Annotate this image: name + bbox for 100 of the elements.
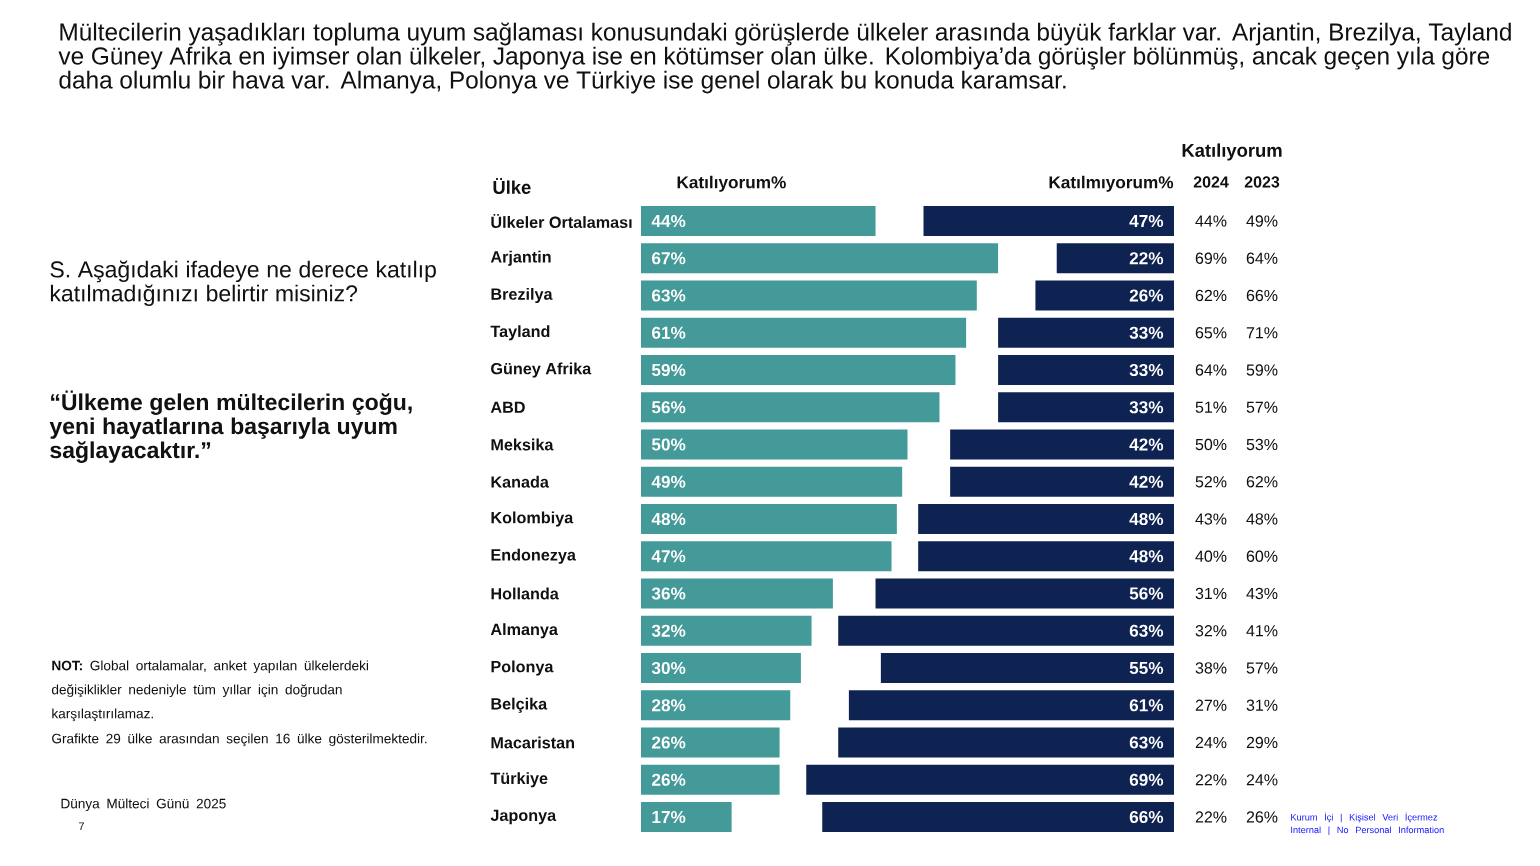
bar bbox=[918, 504, 1174, 534]
bar bbox=[880, 653, 1174, 683]
bar bbox=[641, 317, 967, 348]
text: 26% bbox=[1246, 811, 1278, 823]
text: 32% bbox=[1195, 625, 1227, 637]
text: 48% bbox=[1246, 513, 1278, 525]
text: 71% bbox=[1246, 327, 1278, 339]
data-label: 26% bbox=[1129, 289, 1164, 302]
bar bbox=[641, 429, 908, 460]
data-label: 69% bbox=[1129, 773, 1164, 786]
bar bbox=[641, 466, 903, 497]
text: 40% bbox=[1195, 550, 1227, 562]
data-label: 48% bbox=[1129, 550, 1164, 563]
data-label: 44% bbox=[651, 214, 686, 228]
data-label: 63% bbox=[1129, 624, 1164, 637]
bar bbox=[848, 690, 1174, 721]
bar bbox=[641, 578, 833, 609]
data-label: 30% bbox=[651, 661, 686, 675]
data-label: 56% bbox=[1129, 587, 1164, 600]
y-tick-label: Almanya bbox=[490, 623, 559, 639]
text: 22% bbox=[1195, 811, 1227, 823]
data-label: 47% bbox=[651, 550, 686, 563]
data-label: 33% bbox=[1129, 363, 1164, 377]
text: 57% bbox=[1246, 662, 1278, 674]
text: 2024 bbox=[1193, 176, 1229, 188]
text: 62% bbox=[1195, 289, 1227, 302]
data-label: 33% bbox=[1129, 326, 1164, 339]
series-label: Katılmıyorum% bbox=[1049, 175, 1174, 192]
bar bbox=[641, 541, 892, 572]
text: NOT: Global ortalamalar, anket yapılan ülkelerdeki değişiklikler nedeniyle tüm yıllar için doğrudan karşılaştırılamaz. bbox=[51, 660, 368, 722]
text: 38% bbox=[1195, 662, 1227, 674]
data-label: 56% bbox=[651, 401, 686, 414]
y-axis-title: Ülke bbox=[493, 178, 531, 194]
text: Grafikte 29 ülke arasından seçilen 16 ülke gösterilmektedir. bbox=[52, 733, 427, 747]
bar bbox=[641, 615, 812, 646]
text: “Ülkeme gelen mültecilerin çoğu, yeni hayatlarına başarıyla uyum sağlayacaktır.” bbox=[49, 390, 412, 463]
data-label: 63% bbox=[1129, 736, 1164, 749]
text: 59% bbox=[1246, 364, 1278, 376]
text: 44% bbox=[1195, 215, 1227, 227]
text: 69% bbox=[1195, 252, 1227, 264]
bar bbox=[950, 466, 1174, 497]
data-label: 22% bbox=[1129, 252, 1164, 265]
text: 60% bbox=[1246, 550, 1278, 562]
bar bbox=[641, 206, 876, 236]
bar bbox=[838, 615, 1174, 646]
text: 66% bbox=[1246, 289, 1278, 302]
text: 7 bbox=[78, 822, 84, 830]
text: Internal | No Personal Information bbox=[1291, 826, 1444, 836]
data-label: 63% bbox=[652, 289, 686, 302]
text: 22% bbox=[1195, 774, 1227, 786]
y-tick-label: Kolombiya bbox=[491, 511, 574, 527]
text: 50% bbox=[1195, 438, 1227, 451]
text: 49% bbox=[1246, 215, 1278, 227]
data-label: 66% bbox=[1129, 810, 1164, 824]
text: 52% bbox=[1195, 476, 1227, 488]
y-tick-label: Arjantin bbox=[490, 250, 551, 266]
bar bbox=[822, 802, 1174, 832]
data-label: 61% bbox=[1129, 699, 1164, 712]
y-tick-label: Güney Afrika bbox=[491, 362, 592, 378]
text: S. Aşağıdaki ifadeye ne derece katılıp katılmadığınızı belirtir misiniz? bbox=[50, 260, 436, 307]
text: 43% bbox=[1246, 587, 1278, 600]
bar bbox=[1056, 243, 1174, 274]
chart-title: Mültecilerin yaşadıkları topluma uyum sağlaması konusundaki görüşlerde ülkeler arasında büyük farklar var. Arjantin, Brezilya, Tayland ve Güney Afrika en iyimser olan ülkeler, Japonya ise en kötümser olan ülke. Kolombiya’da görüşler bölünmüş, ancak geçen yıla göre daha olumlu bir hava var. Almanya, Polonya ve Türkiye ise genel olarak bu konuda karamsar. bbox=[58, 22, 1511, 94]
y-tick-label: Tayland bbox=[490, 325, 550, 341]
bar bbox=[950, 429, 1174, 460]
series-label: Katılıyorum% bbox=[677, 175, 786, 192]
bar bbox=[641, 243, 999, 274]
data-label: 59% bbox=[651, 363, 686, 377]
data-label: 26% bbox=[652, 773, 686, 786]
text: 62% bbox=[1246, 476, 1278, 488]
text: 31% bbox=[1246, 699, 1278, 711]
data-label: 49% bbox=[651, 475, 686, 488]
data-label: 47% bbox=[1129, 214, 1164, 228]
data-label: 48% bbox=[1129, 512, 1164, 526]
text: 31% bbox=[1195, 587, 1227, 600]
text: 57% bbox=[1246, 401, 1278, 413]
text: Dünya Mülteci Günü 2025 bbox=[61, 798, 226, 812]
text: 51% bbox=[1195, 401, 1227, 413]
data-label: 36% bbox=[651, 587, 686, 600]
bar bbox=[838, 727, 1174, 758]
text: 24% bbox=[1195, 736, 1227, 749]
y-tick-label: Türkiye bbox=[490, 772, 548, 788]
bar bbox=[641, 690, 791, 721]
y-tick-label: Japonya bbox=[490, 809, 557, 825]
bar bbox=[875, 578, 1174, 609]
bar bbox=[998, 317, 1174, 348]
text: 29% bbox=[1246, 736, 1278, 749]
bar bbox=[918, 541, 1174, 572]
bar bbox=[641, 653, 801, 683]
y-tick-label: Polonya bbox=[491, 660, 554, 676]
data-label: 61% bbox=[652, 326, 686, 339]
data-label: 42% bbox=[1129, 438, 1164, 451]
data-label: 17% bbox=[652, 810, 686, 824]
y-tick-label: Meksika bbox=[491, 438, 554, 451]
bar bbox=[923, 206, 1174, 236]
y-tick-label: ABD bbox=[490, 401, 525, 413]
text: 43% bbox=[1195, 513, 1227, 525]
text: 41% bbox=[1246, 625, 1278, 637]
text: 64% bbox=[1246, 252, 1278, 264]
y-tick-label: Kanada bbox=[491, 475, 550, 488]
